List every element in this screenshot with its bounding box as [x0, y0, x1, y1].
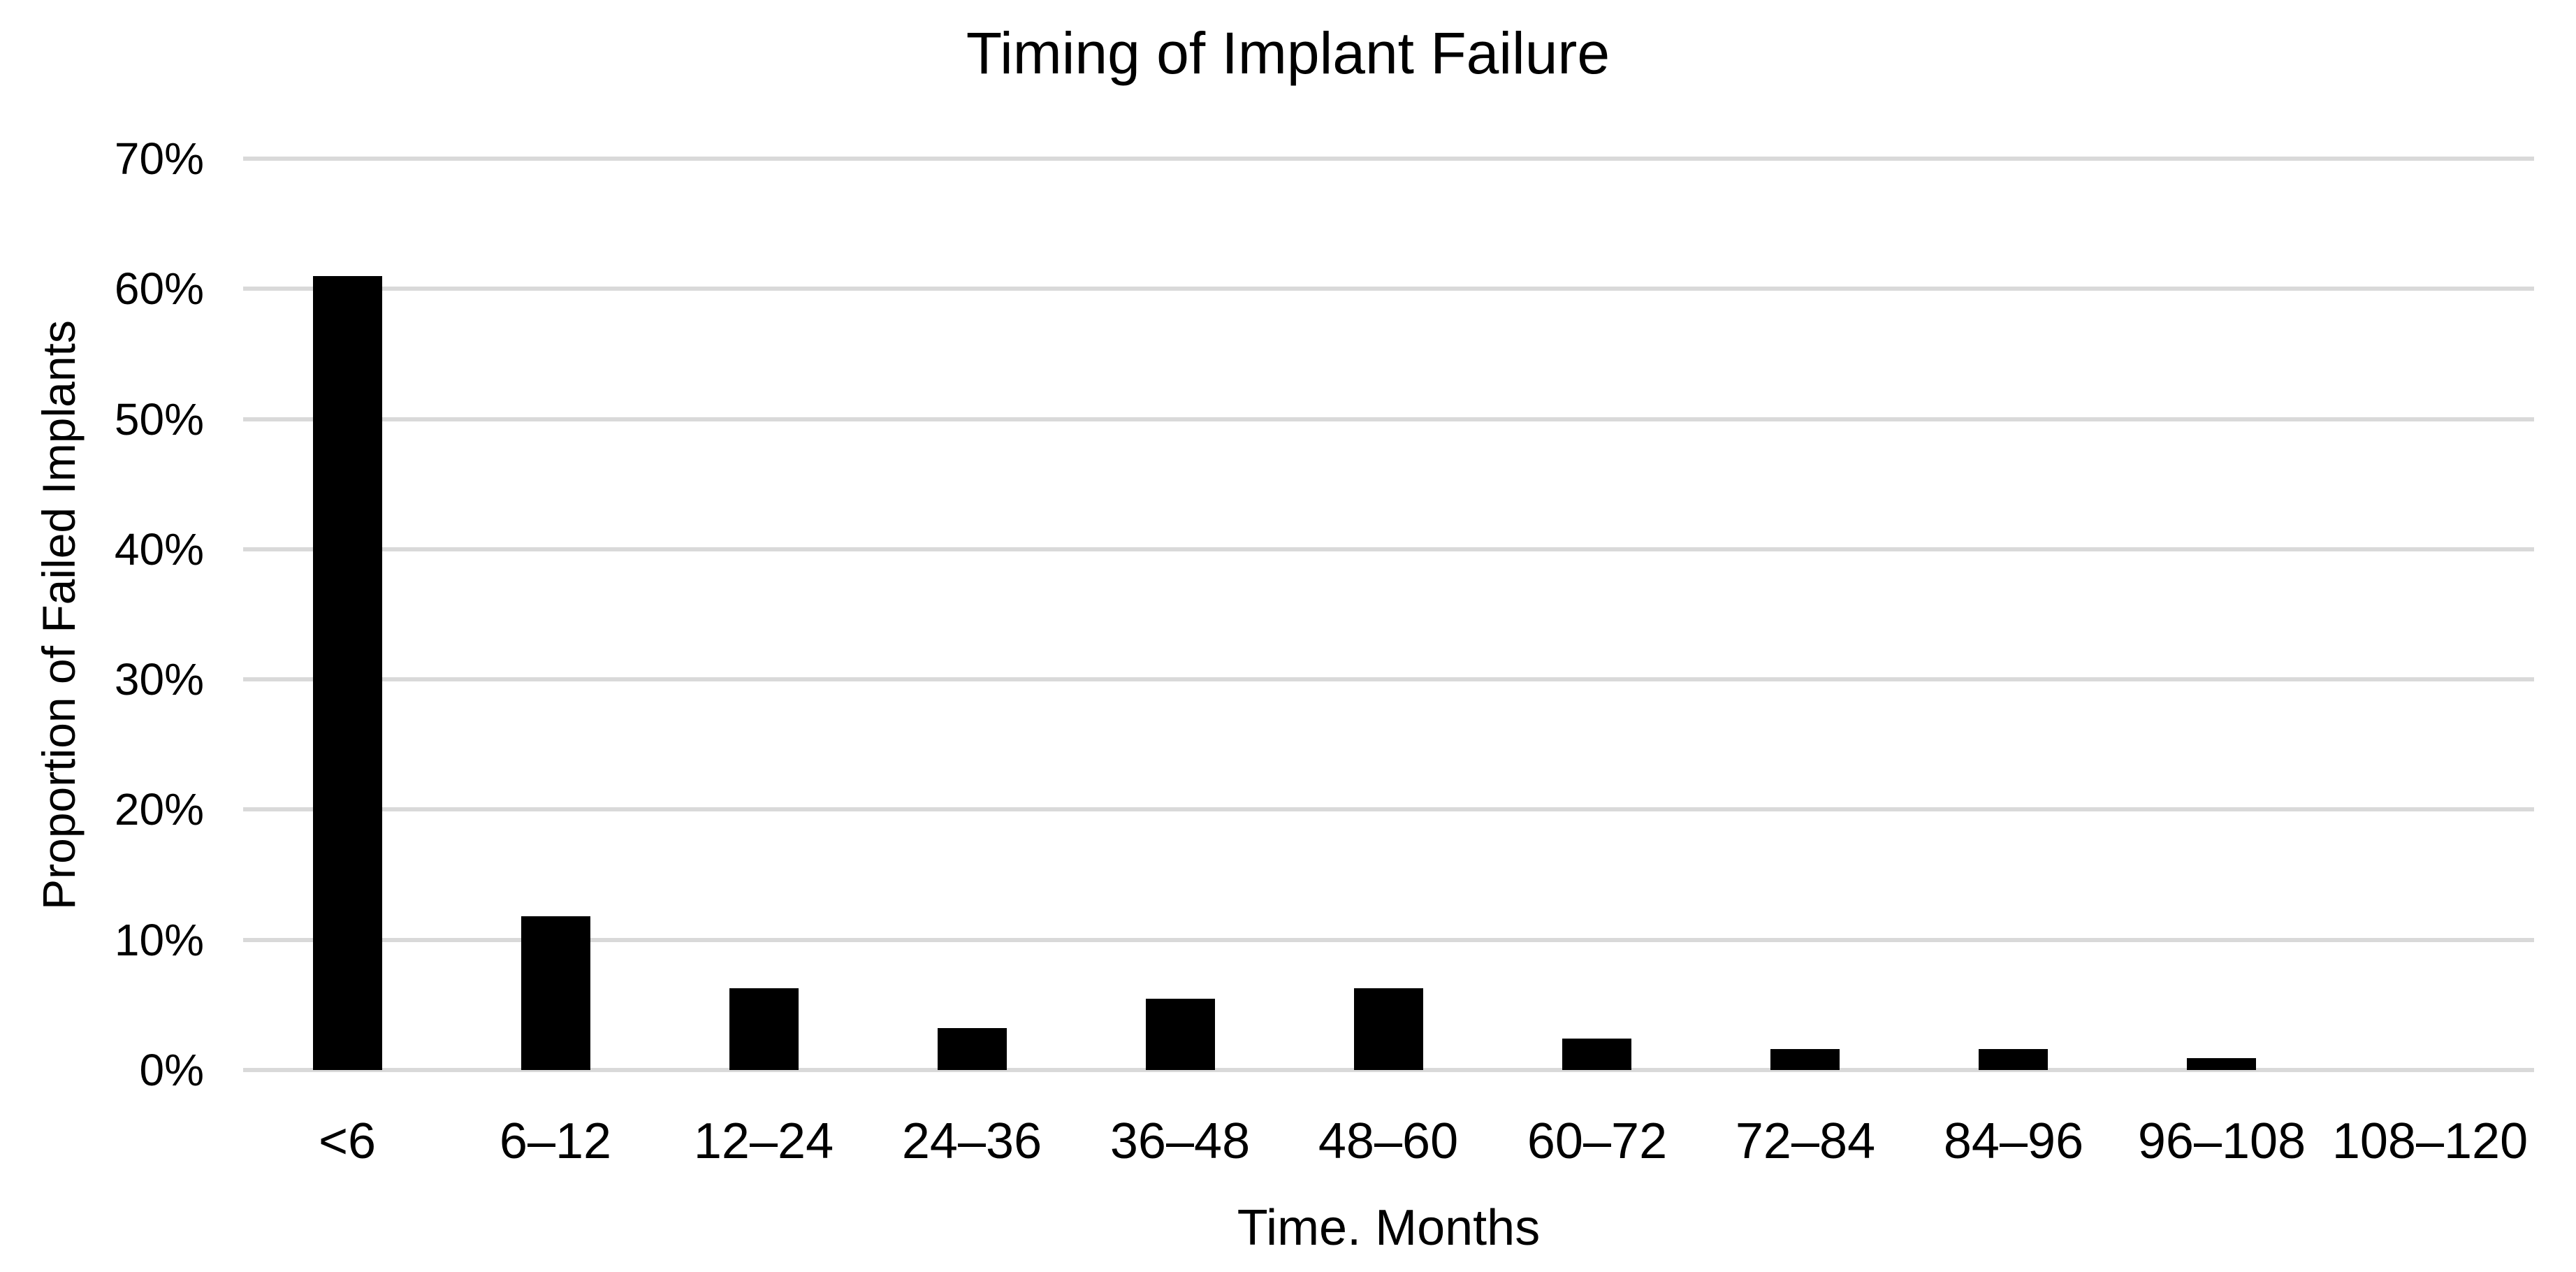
- x-tick-label-48–60: 48–60: [1318, 1113, 1459, 1169]
- x-axis-title: Time. Months: [1237, 1200, 1541, 1256]
- x-tick-label-6–12: 6–12: [499, 1113, 612, 1169]
- plot-area: [243, 157, 2534, 1072]
- bar-24–36: [938, 1028, 1007, 1070]
- y-tick-label-20: 20%: [114, 784, 204, 835]
- y-tick-label-70: 70%: [114, 133, 204, 184]
- bar-84–96: [1979, 1049, 2048, 1070]
- bar-96–108: [2187, 1058, 2256, 1070]
- y-tick-label-50: 50%: [114, 393, 204, 445]
- y-tick-label-60: 60%: [114, 263, 204, 315]
- x-tick-label-96–108: 96–108: [2137, 1113, 2306, 1169]
- x-tick-label-84–96: 84–96: [1943, 1113, 2084, 1169]
- bar-60–72: [1562, 1039, 1631, 1070]
- bar-<6: [313, 276, 382, 1070]
- bar-48–60: [1354, 988, 1423, 1070]
- gridline-20: [243, 807, 2534, 812]
- gridline-60: [243, 287, 2534, 291]
- x-tick-label-<6: <6: [318, 1113, 377, 1169]
- y-tick-label-30: 30%: [114, 654, 204, 705]
- x-tick-label-36–48: 36–48: [1109, 1113, 1251, 1169]
- gridline-50: [243, 417, 2534, 421]
- x-tick-label-72–84: 72–84: [1735, 1113, 1876, 1169]
- gridline-0: [243, 1068, 2534, 1072]
- gridline-30: [243, 677, 2534, 682]
- y-tick-label-10: 10%: [114, 914, 204, 965]
- x-tick-label-24–36: 24–36: [901, 1113, 1042, 1169]
- bar-12–24: [729, 988, 799, 1070]
- y-axis-tick-labels: 0% 10% 20% 30% 40% 50% 60% 70%: [0, 136, 204, 1092]
- y-tick-label-40: 40%: [114, 523, 204, 574]
- bar-36–48: [1146, 999, 1215, 1070]
- x-axis-tick-labels: <6 6–12 12–24 24–36 36–48 48–60 60–72 72–84 84–9…: [243, 1110, 2534, 1187]
- gridline-70: [243, 157, 2534, 161]
- bar-72–84: [1770, 1049, 1840, 1070]
- x-tick-label-60–72: 60–72: [1527, 1113, 1668, 1169]
- x-tick-label-12–24: 12–24: [693, 1113, 834, 1169]
- x-tick-label-108–120: 108–120: [2331, 1113, 2528, 1169]
- bar-6–12: [521, 916, 590, 1070]
- chart-title: Timing of Implant Failure: [966, 20, 1610, 86]
- gridline-10: [243, 937, 2534, 942]
- gridline-40: [243, 547, 2534, 551]
- y-tick-label-0: 0%: [139, 1045, 205, 1095]
